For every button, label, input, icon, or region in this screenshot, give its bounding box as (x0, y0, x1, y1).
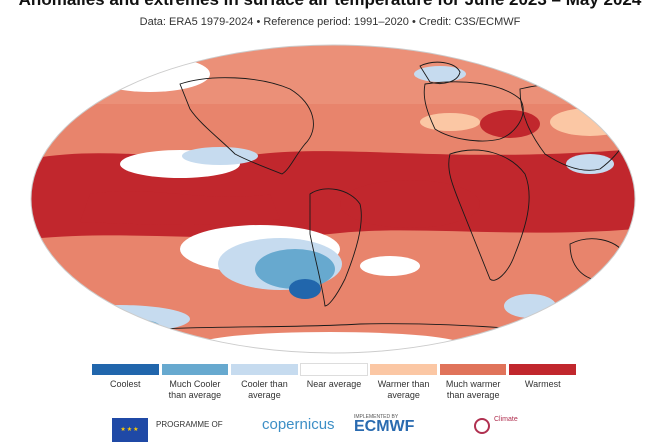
legend-label-warmer: Warmer than average (377, 379, 430, 400)
south-atlantic-near-average (360, 256, 420, 276)
legend-swatch-much-cooler (161, 364, 229, 375)
pacific-warmest-patch (80, 191, 280, 226)
legend-label-much-warmer: Much warmer than average (445, 379, 501, 400)
legend-label-near-average: Near average (306, 379, 362, 389)
north-america-outline (179, 77, 314, 175)
legend-swatch-warmest (509, 364, 577, 375)
legend-label-much-cooler: Much Cooler than average (168, 379, 222, 400)
siberia-warmer (550, 108, 630, 136)
north-pacific-cooler (182, 147, 258, 165)
europe-warmest (480, 110, 540, 138)
south-pacific-much-cooler (255, 249, 335, 289)
legend-swatch-coolest (92, 364, 159, 375)
programme-label: PROGRAMME OF (156, 420, 223, 429)
arctic-band (31, 45, 635, 104)
europe-outline (423, 81, 524, 142)
legend-swatches (92, 363, 577, 376)
south-america-outline (309, 188, 362, 307)
ecmwf-label: ECMWF (354, 418, 415, 435)
world-temperature-map (30, 44, 636, 354)
footer-logos: ★★★ PROGRAMME OF copernicus IMPLEMENTED … (0, 412, 660, 442)
legend-label-coolest: Coolest (110, 379, 141, 389)
map-title: Anomalies and extremes in surface air te… (0, 0, 660, 10)
indian-ocean-cooler (504, 294, 556, 318)
south-pacific-coolest (289, 279, 321, 299)
legend-label-cooler: Cooler than average (241, 379, 288, 400)
legend-swatch-near-average (299, 363, 369, 376)
legend-label-warmest: Warmest (524, 379, 561, 389)
africa-outline (448, 149, 530, 281)
legend-labels: Coolest Much Cooler than average Cooler … (92, 379, 576, 401)
legend-swatch-much-warmer (439, 364, 507, 375)
implemented-by-label: IMPLEMENTED BY (354, 414, 399, 420)
legend: Coolest Much Cooler than average Cooler … (92, 363, 577, 401)
arctic-near-average (90, 56, 210, 92)
copernicus-logo: copernicus (262, 416, 335, 433)
north-atlantic-warmer (420, 113, 480, 131)
ecmwf-logo: IMPLEMENTED BY ECMWF (354, 414, 415, 435)
legend-swatch-cooler (231, 364, 298, 375)
map-border (30, 44, 636, 354)
atlantic-warmest (340, 180, 480, 228)
map-subtitle: Data: ERA5 1979-2024 • Reference period:… (139, 16, 521, 28)
climate-label: Climate (494, 416, 518, 423)
climate-change-logo-icon (474, 418, 490, 434)
greenland-outline (419, 61, 461, 84)
eu-flag-icon: ★★★ (112, 418, 148, 442)
legend-swatch-warmer (370, 364, 437, 375)
